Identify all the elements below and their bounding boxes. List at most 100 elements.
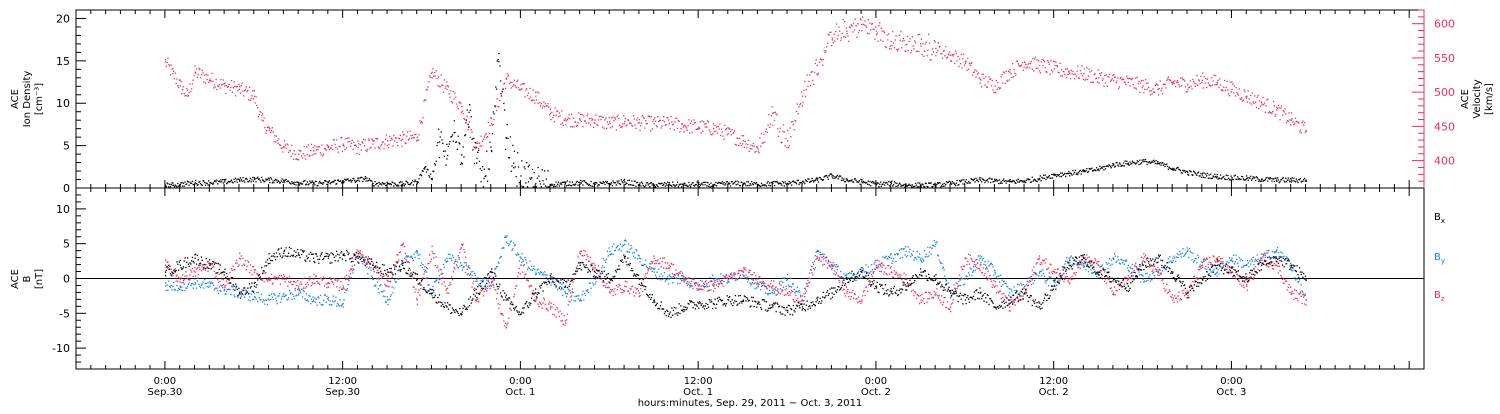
- density-point: [1126, 161, 1127, 162]
- velocity-point: [557, 111, 558, 112]
- density-point: [405, 184, 406, 185]
- by-point: [967, 279, 968, 280]
- by-point: [986, 267, 987, 268]
- density-point: [1288, 179, 1289, 180]
- by-point: [590, 282, 591, 283]
- velocity-point: [1059, 72, 1060, 73]
- velocity-point: [644, 128, 645, 129]
- velocity-node: [624, 121, 625, 122]
- by-point: [453, 257, 454, 258]
- density-node: [328, 182, 329, 183]
- density-point: [1203, 177, 1204, 178]
- density-point: [538, 176, 539, 177]
- velocity-point: [1073, 74, 1074, 75]
- bz-point: [201, 270, 202, 271]
- velocity-point: [321, 154, 322, 155]
- velocity-node: [506, 79, 507, 80]
- density-point: [855, 178, 856, 179]
- density-point: [335, 180, 336, 181]
- by-point: [847, 273, 848, 274]
- by-point: [443, 264, 444, 265]
- velocity-point: [1146, 83, 1147, 84]
- density-point: [1271, 181, 1272, 182]
- by-point: [919, 253, 920, 254]
- density-point: [362, 181, 363, 182]
- velocity-point: [936, 52, 937, 53]
- by-point: [948, 282, 949, 283]
- density-point: [559, 185, 560, 186]
- velocity-point: [202, 72, 203, 73]
- by-point: [348, 284, 349, 285]
- density-point: [204, 182, 205, 183]
- density-point: [208, 180, 209, 181]
- density-point: [889, 185, 890, 186]
- by-point: [1037, 278, 1038, 279]
- velocity-point: [1278, 105, 1279, 106]
- by-point: [554, 282, 555, 283]
- density-point: [1205, 173, 1206, 174]
- velocity-node: [906, 44, 907, 45]
- by-point: [1140, 281, 1141, 282]
- by-point: [1282, 252, 1283, 253]
- by-point: [569, 289, 570, 290]
- velocity-point: [923, 56, 924, 57]
- density-point: [484, 169, 485, 170]
- density-node: [469, 112, 470, 113]
- velocity-point: [307, 154, 308, 155]
- by-point: [910, 256, 911, 257]
- density-point: [311, 182, 312, 183]
- velocity-point: [764, 142, 765, 143]
- density-point: [295, 182, 296, 183]
- by-point: [401, 264, 402, 265]
- density-point: [934, 184, 935, 185]
- velocity-point: [699, 128, 700, 129]
- velocity-node: [1024, 61, 1025, 62]
- velocity-point: [730, 131, 731, 132]
- density-point: [639, 182, 640, 183]
- velocity-point: [568, 117, 569, 118]
- velocity-point: [796, 111, 797, 112]
- by-point: [182, 290, 183, 291]
- by-point: [1303, 297, 1304, 298]
- density-point: [831, 174, 832, 175]
- velocity-point: [761, 133, 762, 134]
- velocity-point: [191, 88, 192, 89]
- velocity-point: [805, 96, 806, 97]
- velocity-point: [607, 121, 608, 122]
- velocity-point: [613, 120, 614, 121]
- velocity-point: [529, 98, 530, 99]
- by-point: [480, 280, 481, 281]
- velocity-node: [283, 147, 284, 148]
- density-point: [883, 182, 884, 183]
- velocity-point: [1222, 90, 1223, 91]
- velocity-point: [677, 128, 678, 129]
- velocity-point: [493, 119, 494, 120]
- density-point: [785, 181, 786, 182]
- velocity-point: [1045, 67, 1046, 68]
- velocity-point: [931, 59, 932, 60]
- by-node: [195, 282, 196, 283]
- by-point: [899, 250, 900, 251]
- density-point: [1147, 164, 1148, 165]
- by-point: [985, 264, 986, 265]
- velocity-point: [197, 77, 198, 78]
- velocity-point: [409, 138, 410, 139]
- density-point: [912, 184, 913, 185]
- density-point: [1188, 175, 1189, 176]
- velocity-point: [441, 75, 442, 76]
- by-point: [659, 276, 660, 277]
- density-point: [351, 181, 352, 182]
- by-point: [640, 258, 641, 259]
- by-point: [391, 294, 392, 295]
- density-point: [714, 184, 715, 185]
- density-point: [1290, 178, 1291, 179]
- velocity-point: [939, 46, 940, 47]
- velocity-point: [579, 118, 580, 119]
- velocity-point: [687, 130, 688, 131]
- by-point: [705, 286, 706, 287]
- density-point: [458, 136, 459, 137]
- density-node: [787, 183, 788, 184]
- density-point: [1081, 173, 1082, 174]
- by-point: [523, 261, 524, 262]
- by-point: [975, 264, 976, 265]
